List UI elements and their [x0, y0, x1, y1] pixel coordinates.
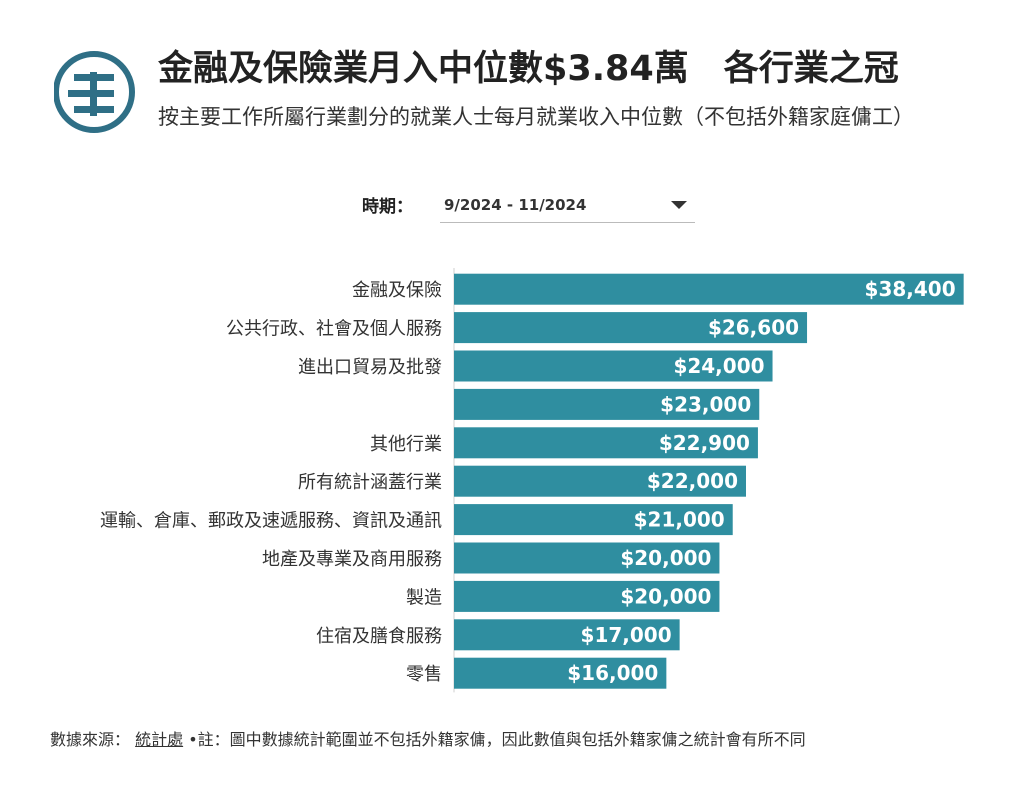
period-label: 時期： — [362, 197, 413, 217]
data-label-9: $17,000 — [581, 623, 672, 647]
bar-3[interactable] — [454, 388, 760, 420]
source-label: 數據來源： — [50, 730, 131, 749]
category-label-1: 公共行政、社會及個人服務 — [226, 319, 442, 340]
source-link[interactable]: 統計處 — [135, 730, 184, 749]
bar-0[interactable] — [454, 273, 964, 305]
data-label-4: $22,900 — [659, 431, 750, 455]
data-label-0: $38,400 — [865, 277, 956, 301]
category-label-2: 進出口貿易及批發 — [298, 357, 442, 378]
bar-7[interactable] — [454, 542, 720, 574]
category-label-0: 金融及保險 — [352, 280, 442, 301]
category-label-5: 所有統計涵蓋行業 — [298, 472, 442, 493]
logo-stem — [90, 72, 97, 116]
logo-ring — [54, 51, 135, 133]
bar-8[interactable] — [454, 580, 720, 612]
bar-4[interactable] — [454, 427, 758, 459]
category-label-10: 零售 — [406, 664, 442, 685]
data-label-6: $21,000 — [634, 508, 725, 532]
chevron-down-icon[interactable] — [671, 201, 687, 209]
bar-2[interactable] — [454, 350, 773, 382]
category-label-6: 運輸、倉庫、郵政及速遞服務、資訊及通訊 — [100, 511, 442, 532]
data-label-3: $23,000 — [660, 392, 751, 416]
category-label-8: 製造 — [406, 587, 442, 608]
page-title: 金融及保險業月入中位數$3.84萬 各行業之冠 — [158, 49, 899, 89]
logo — [54, 51, 135, 133]
bar-1[interactable] — [454, 312, 808, 344]
data-label-5: $22,000 — [647, 469, 738, 493]
category-label-9: 住宿及膳食服務 — [316, 626, 442, 647]
data-label-2: $24,000 — [673, 354, 764, 378]
category-label-7: 地產及專業及商用服務 — [262, 549, 442, 570]
data-label-10: $16,000 — [567, 661, 658, 685]
data-label-7: $20,000 — [620, 546, 711, 570]
footnote: 數據來源： 統計處 •註：圖中數據統計範圍並不包括外籍家傭，因此數值與包括外籍家… — [50, 728, 1000, 752]
page-subtitle: 按主要工作所屬行業劃分的就業人士每月就業收入中位數（不包括外籍家庭傭工） — [158, 105, 914, 129]
data-label-1: $26,600 — [708, 316, 799, 340]
category-label-4: 其他行業 — [370, 434, 442, 455]
data-label-8: $20,000 — [620, 584, 711, 608]
period-select-value: 9/2024 - 11/2024 — [444, 196, 587, 214]
footnote-note: •註：圖中數據統計範圍並不包括外籍家傭，因此數值與包括外籍家傭之統計會有所不同 — [188, 730, 806, 749]
bar-9[interactable] — [454, 619, 680, 651]
bar-5[interactable] — [454, 465, 746, 497]
bar-6[interactable] — [454, 504, 733, 536]
bar-10[interactable] — [454, 657, 667, 689]
period-select[interactable]: 9/2024 - 11/2024 — [440, 188, 695, 223]
